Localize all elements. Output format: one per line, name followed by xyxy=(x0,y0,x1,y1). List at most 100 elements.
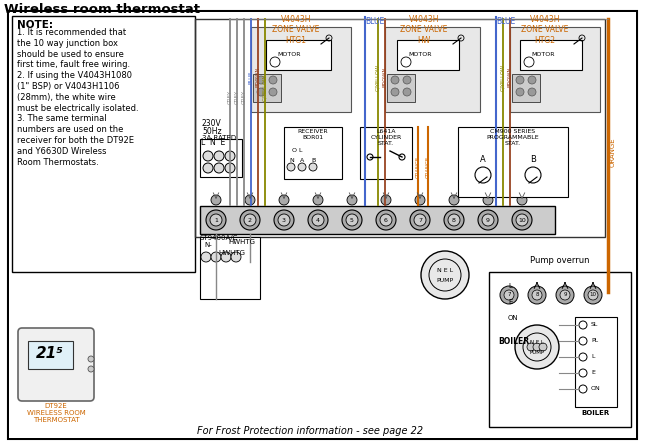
Circle shape xyxy=(214,151,224,161)
Text: 1: 1 xyxy=(214,218,218,223)
Text: BLUE: BLUE xyxy=(248,70,253,84)
Text: CM900 SERIES
PROGRAMMABLE
STAT.: CM900 SERIES PROGRAMMABLE STAT. xyxy=(487,129,539,146)
Circle shape xyxy=(528,76,536,84)
Circle shape xyxy=(584,286,602,304)
Text: BLUE: BLUE xyxy=(496,17,515,26)
Circle shape xyxy=(298,163,306,171)
Text: Room Thermostats.: Room Thermostats. xyxy=(17,158,99,167)
Circle shape xyxy=(269,76,277,84)
Text: ON: ON xyxy=(508,315,519,321)
Text: 9: 9 xyxy=(486,218,490,223)
Bar xyxy=(360,127,412,179)
Bar xyxy=(251,27,351,112)
Bar xyxy=(387,74,415,102)
Circle shape xyxy=(516,76,524,84)
Text: and Y6630D Wireless: and Y6630D Wireless xyxy=(17,147,106,156)
Bar xyxy=(512,74,540,102)
Circle shape xyxy=(225,151,235,161)
Text: BROWN: BROWN xyxy=(382,67,388,87)
Circle shape xyxy=(245,195,255,205)
Circle shape xyxy=(482,214,494,226)
Text: L: L xyxy=(508,283,512,289)
Circle shape xyxy=(240,210,260,230)
Text: G/YELLOW: G/YELLOW xyxy=(263,73,268,101)
Text: 3A RATED: 3A RATED xyxy=(202,135,236,141)
Text: 10: 10 xyxy=(518,218,526,223)
Text: A: A xyxy=(300,159,304,164)
Text: L: L xyxy=(591,354,595,359)
Text: 4: 4 xyxy=(316,218,320,223)
Circle shape xyxy=(206,210,226,230)
Text: DT92E
WIRELESS ROOM
THERMOSTAT: DT92E WIRELESS ROOM THERMOSTAT xyxy=(26,403,85,423)
Bar xyxy=(200,206,555,234)
Text: PUMP: PUMP xyxy=(437,278,453,283)
Circle shape xyxy=(533,343,541,351)
Bar xyxy=(200,139,242,177)
Circle shape xyxy=(444,210,464,230)
Circle shape xyxy=(504,290,514,300)
Circle shape xyxy=(515,325,559,369)
Bar xyxy=(28,341,73,369)
Text: 2: 2 xyxy=(248,218,252,223)
Text: HWHTG: HWHTG xyxy=(228,239,255,245)
Text: Pump overrun: Pump overrun xyxy=(530,256,590,265)
Bar xyxy=(284,127,342,179)
Text: SL: SL xyxy=(591,322,599,328)
Circle shape xyxy=(560,290,570,300)
Bar xyxy=(458,127,568,197)
Circle shape xyxy=(516,88,524,96)
Text: should be used to ensure: should be used to ensure xyxy=(17,50,124,59)
Circle shape xyxy=(287,163,295,171)
Bar xyxy=(575,317,617,407)
Text: G/YELLOW: G/YELLOW xyxy=(501,63,506,91)
Text: must be electrically isolated.: must be electrically isolated. xyxy=(17,104,139,113)
Circle shape xyxy=(88,356,94,362)
Circle shape xyxy=(231,252,241,262)
Bar xyxy=(200,237,260,299)
Circle shape xyxy=(244,214,256,226)
Circle shape xyxy=(517,195,527,205)
Circle shape xyxy=(421,251,469,299)
Text: ORANGE: ORANGE xyxy=(426,156,430,178)
Circle shape xyxy=(483,195,493,205)
Bar xyxy=(397,40,459,70)
Text: (1" BSP) or V4043H1106: (1" BSP) or V4043H1106 xyxy=(17,82,119,91)
Text: 230V: 230V xyxy=(202,119,222,128)
Text: 3. The same terminal: 3. The same terminal xyxy=(17,114,106,123)
Text: 7: 7 xyxy=(507,292,511,298)
Text: N E L: N E L xyxy=(530,340,544,345)
Circle shape xyxy=(257,76,265,84)
Text: numbers are used on the: numbers are used on the xyxy=(17,125,123,134)
Text: A: A xyxy=(480,155,486,164)
Text: N E L: N E L xyxy=(437,267,453,273)
Bar xyxy=(510,27,600,112)
Text: BOILER: BOILER xyxy=(499,337,530,346)
Text: L  N  E: L N E xyxy=(201,138,225,147)
Text: MOTOR: MOTOR xyxy=(408,52,432,58)
Text: 10: 10 xyxy=(590,292,597,298)
Circle shape xyxy=(201,252,211,262)
Circle shape xyxy=(211,252,221,262)
Circle shape xyxy=(381,195,391,205)
Circle shape xyxy=(391,76,399,84)
Circle shape xyxy=(512,210,532,230)
Text: (28mm), the white wire: (28mm), the white wire xyxy=(17,93,115,102)
Text: 9: 9 xyxy=(563,292,567,298)
Text: For Frost Protection information - see page 22: For Frost Protection information - see p… xyxy=(197,426,423,436)
FancyBboxPatch shape xyxy=(18,328,94,401)
Text: BOILER: BOILER xyxy=(582,410,610,416)
Text: N-: N- xyxy=(204,242,212,248)
Text: 1. It is recommended that: 1. It is recommended that xyxy=(17,28,126,37)
Bar xyxy=(195,19,605,237)
Bar xyxy=(490,276,538,334)
Text: 3: 3 xyxy=(282,218,286,223)
Text: N: N xyxy=(289,159,293,164)
Text: L641A
CYLINDER
STAT.: L641A CYLINDER STAT. xyxy=(370,129,402,146)
Text: GREY: GREY xyxy=(235,90,239,104)
Circle shape xyxy=(203,151,213,161)
Text: B: B xyxy=(311,159,315,164)
Circle shape xyxy=(203,163,213,173)
Circle shape xyxy=(449,195,459,205)
Circle shape xyxy=(257,88,265,96)
Circle shape xyxy=(415,195,425,205)
